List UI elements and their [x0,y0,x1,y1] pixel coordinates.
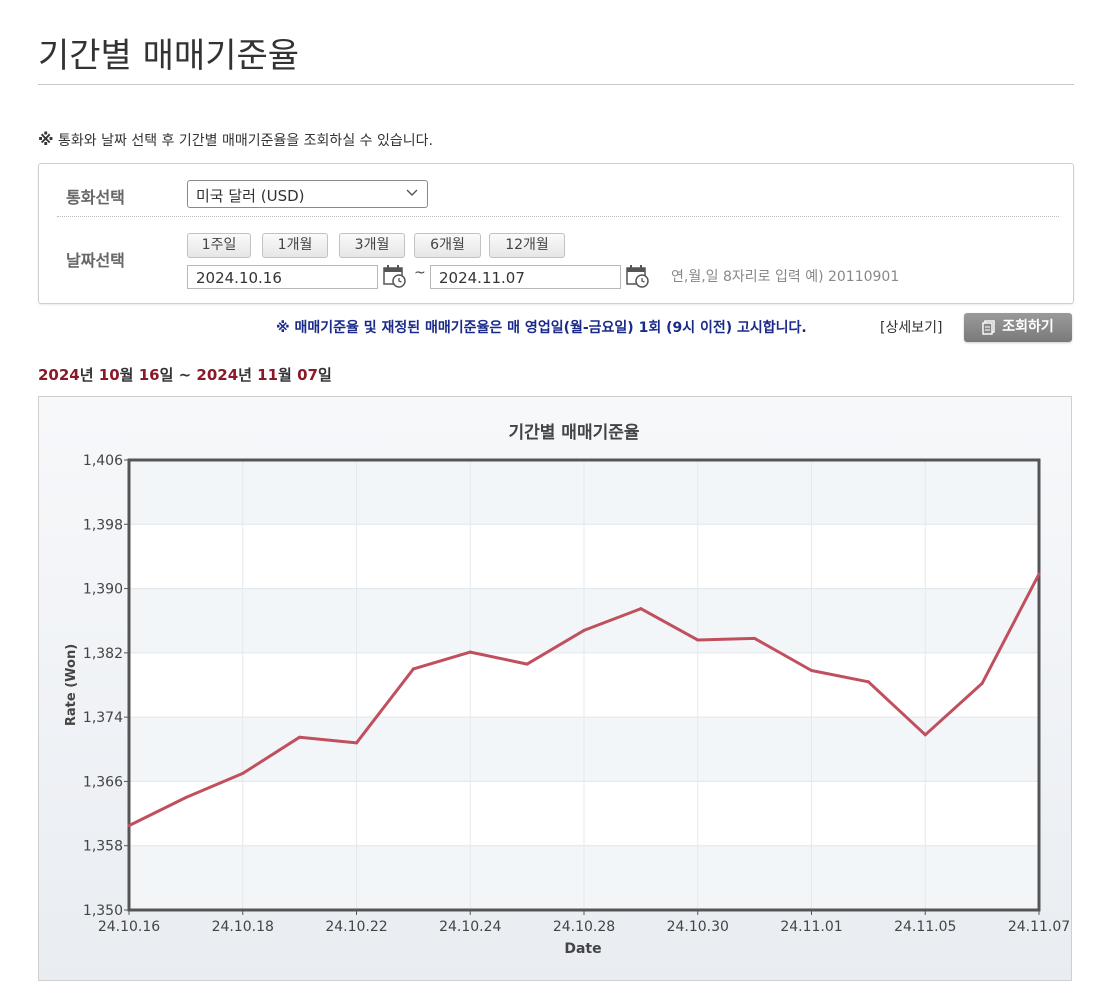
period-12month-button[interactable]: 12개월 [489,233,565,258]
notice-announcement: ※ 매매기준율 및 재정된 매매기준율은 매 영업일(월-금요일) 1회 (9시… [276,320,807,336]
data-point [525,662,529,666]
range-end-day: 07 [297,366,318,384]
data-point [1037,572,1041,576]
date-range-summary: 2024년 10월 16일 ~ 2024년 11월 07일 [38,364,332,385]
data-point [298,735,302,739]
range-day-unit: 일 [317,366,332,384]
range-start-year: 2024 [38,366,80,384]
plot-frame [127,458,1041,912]
range-year-unit: 년 [79,366,99,384]
range-month-unit: 월 [119,366,139,384]
period-3month-button[interactable]: 3개월 [339,233,405,258]
page-title: 기간별 매매기준율 [38,36,300,76]
calendar-icon[interactable] [626,264,650,288]
detail-link[interactable]: [상세보기] [880,320,943,336]
data-point [753,636,757,640]
currency-select[interactable]: 미국 달러 (USD) [187,180,428,208]
range-end-month: 11 [257,366,279,384]
range-month-unit: 월 [278,366,298,384]
currency-select-value: 미국 달러 (USD) [196,187,305,205]
data-point [923,733,927,737]
date-format-hint: 연,월,일 8자리로 입력 예) 20110901 [671,269,900,285]
chevron-down-icon [406,189,418,196]
x-axis-label: Date [564,941,601,957]
y-tick-label: 1,382 [83,646,123,662]
data-point [468,650,472,654]
data-point [411,667,415,671]
data-point [355,741,358,745]
period-1month-button[interactable]: 1개월 [262,233,328,258]
data-point [582,628,586,632]
row-divider [57,216,1059,217]
chart-title: 기간별 매매기준율 [508,423,639,443]
x-tick-label: 24.11.05 [894,919,956,935]
data-point [696,638,700,642]
y-tick-label: 1,350 [83,903,123,919]
calendar-icon[interactable] [383,264,407,288]
y-tick-label: 1,398 [83,517,123,533]
x-tick-label: 24.10.18 [212,919,274,935]
notice-text: ※ 통화와 날짜 선택 후 기간별 매매기준율을 조회하실 수 있습니다. [38,130,433,150]
x-tick-label: 24.10.24 [439,919,501,935]
currency-label: 통화선택 [66,188,125,207]
data-point [127,824,131,828]
y-tick-label: 1,390 [83,582,123,598]
date-range-separator: ~ [414,265,426,281]
range-end-year: 2024 [196,366,239,384]
end-date-input[interactable]: 2024.11.07 [430,265,621,289]
query-button-label: 조회하기 [1002,319,1054,335]
y-axis-label: Rate (Won) [64,644,79,726]
data-point [810,669,813,673]
x-tick-label: 24.11.07 [1008,919,1070,935]
period-6month-button[interactable]: 6개월 [414,233,481,258]
rate-line-chart: 1,350 1,358 1,366 1,374 1,382 1,390 1,398 1,406… [64,423,1070,957]
x-tick-label: 24.10.16 [98,919,160,935]
data-point [184,796,188,799]
title-divider [38,84,1074,85]
x-tick-label: 24.11.01 [780,919,842,935]
query-button[interactable]: 조회하기 [964,313,1072,342]
x-tick-label: 24.10.28 [553,919,615,935]
date-label: 날짜선택 [66,251,125,270]
document-icon [982,319,995,335]
notice-mark: ※ [38,130,54,149]
x-tick-label: 24.10.22 [325,919,387,935]
search-panel: 통화선택 미국 달러 (USD) 날짜선택 1주일 1개월 3개월 6개월 12… [38,163,1074,304]
data-point [980,681,984,685]
range-start-month: 10 [98,366,120,384]
data-point [866,680,870,684]
y-tick-label: 1,366 [83,774,123,790]
y-tick-label: 1,374 [83,710,123,726]
data-point [241,771,245,775]
y-tick-label: 1,406 [83,453,123,469]
range-year-unit: 년 [238,366,258,384]
chart-container: 1,350 1,358 1,366 1,374 1,382 1,390 1,398 1,406… [38,396,1072,981]
notice-body: 통화와 날짜 선택 후 기간별 매매기준율을 조회하실 수 있습니다. [53,133,433,149]
period-1week-button[interactable]: 1주일 [187,233,251,258]
x-tick-label: 24.10.30 [667,919,729,935]
range-day-unit: 일 ~ [159,366,197,384]
start-date-input[interactable]: 2024.10.16 [187,265,378,289]
y-tick-label: 1,358 [83,839,123,855]
range-start-day: 16 [138,366,160,384]
data-point [639,607,643,611]
